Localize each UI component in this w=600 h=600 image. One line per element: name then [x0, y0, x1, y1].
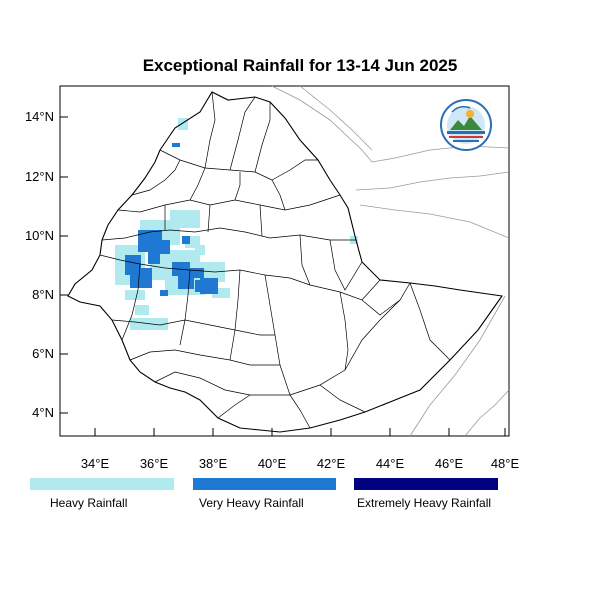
rainfall-cell: [125, 290, 145, 300]
rainfall-cell: [172, 143, 180, 147]
lat-tick-label: 6°N: [32, 346, 54, 361]
rainfall-layer: [115, 118, 358, 330]
rainfall-cell: [182, 236, 190, 244]
rainfall-cell: [138, 230, 162, 252]
lat-tick-label: 8°N: [32, 287, 54, 302]
rainfall-cell: [158, 240, 170, 254]
lon-tick-label: 44°E: [376, 456, 405, 471]
lat-tick-label: 10°N: [25, 228, 54, 243]
rainfall-cell: [160, 290, 168, 296]
lat-tick-label: 12°N: [25, 169, 54, 184]
rainfall-cell: [208, 283, 218, 291]
meteorology-agency-logo: [440, 99, 492, 151]
legend-label-heavy: Heavy Rainfall: [50, 496, 128, 510]
rainfall-cell: [130, 268, 152, 288]
rainfall-cell: [178, 118, 188, 130]
legend-swatch-heavy: [30, 478, 174, 490]
lon-tick-label: 42°E: [317, 456, 346, 471]
lon-tick-label: 46°E: [435, 456, 464, 471]
lon-tick-label: 40°E: [258, 456, 287, 471]
legend-label-very-heavy: Very Heavy Rainfall: [199, 496, 304, 510]
rainfall-cell: [135, 305, 149, 315]
rainfall-cell: [148, 252, 160, 264]
rainfall-cell: [178, 275, 194, 289]
lon-axis: 34°E 36°E 38°E 40°E 42°E 44°E 46°E 48°E: [81, 428, 520, 471]
rainfall-cell: [212, 288, 230, 298]
plot-frame: [59, 85, 510, 437]
rainfall-cell: [195, 245, 205, 255]
admin-boundaries: [99, 91, 451, 429]
lat-axis: 14°N 12°N 10°N 8°N 6°N 4°N: [25, 109, 68, 420]
rainfall-cell: [190, 268, 204, 278]
lon-tick-label: 38°E: [199, 456, 228, 471]
legend-label-extremely-heavy: Extremely Heavy Rainfall: [357, 496, 492, 510]
lat-tick-label: 14°N: [25, 109, 54, 124]
legend-swatch-very-heavy: [193, 478, 336, 490]
rainfall-cell: [170, 210, 200, 228]
lat-tick-label: 4°N: [32, 405, 54, 420]
lon-tick-label: 34°E: [81, 456, 110, 471]
legend-swatch-extremely-heavy: [354, 478, 498, 490]
lon-tick-label: 48°E: [491, 456, 520, 471]
lon-tick-label: 36°E: [140, 456, 169, 471]
map-title: Exceptional Rainfall for 13-14 Jun 2025: [142, 56, 458, 75]
ethiopia-outline: [67, 91, 503, 433]
